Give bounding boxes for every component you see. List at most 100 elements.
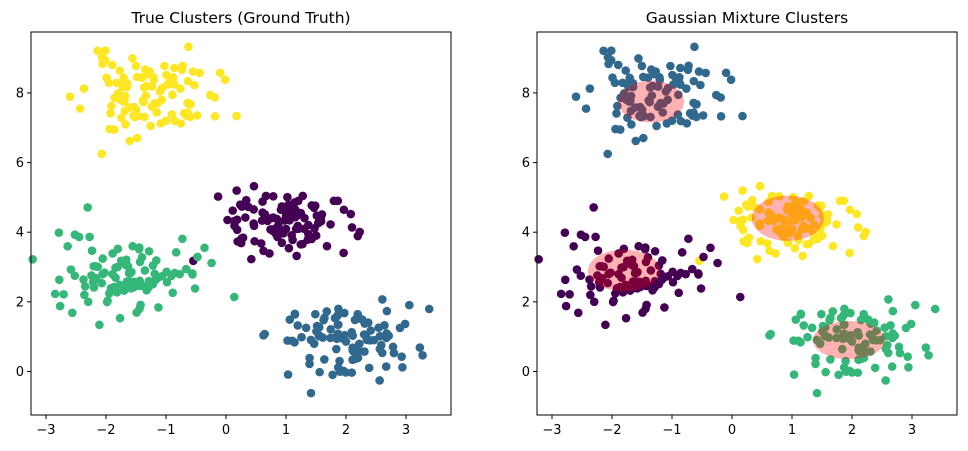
scatter-point: [140, 112, 149, 122]
scatter-point: [741, 200, 751, 209]
scatter-point: [347, 223, 357, 232]
scatter-point: [603, 53, 613, 62]
scatter-point: [168, 90, 177, 100]
scatter-point: [611, 289, 620, 298]
scatter-point: [569, 241, 578, 251]
scatter-point: [83, 297, 93, 307]
scatter-point: [811, 359, 820, 369]
scatter-point: [314, 331, 324, 341]
scatter-point: [54, 275, 64, 285]
scatter-point: [193, 252, 202, 262]
scatter-point: [586, 282, 596, 291]
scatter-point: [258, 197, 267, 206]
left-points-layer: [28, 42, 434, 398]
scatter-point: [609, 296, 618, 306]
scatter-point: [807, 323, 817, 333]
scatter-point: [772, 225, 781, 234]
scatter-point: [75, 104, 85, 113]
scatter-point: [188, 67, 198, 76]
scatter-point: [213, 192, 223, 201]
scatter-point: [259, 246, 268, 256]
scatter-point: [713, 258, 722, 268]
scatter-point: [110, 93, 119, 103]
scatter-point: [418, 350, 427, 360]
scatter-point: [267, 213, 276, 223]
scatter-point: [895, 348, 905, 358]
scatter-point: [141, 91, 151, 100]
scatter-point: [144, 69, 153, 79]
scatter-point: [719, 192, 729, 201]
scatter-point: [698, 111, 708, 120]
scatter-point: [311, 231, 321, 240]
scatter-point: [791, 315, 801, 324]
scatter-point: [612, 109, 621, 118]
scatter-point: [756, 236, 765, 246]
scatter-point: [701, 68, 710, 78]
scatter-point: [157, 95, 166, 105]
scatter-point: [738, 186, 747, 195]
scatter-point: [887, 362, 897, 371]
scatter-point: [88, 277, 98, 287]
scatter-point: [154, 303, 163, 312]
scatter-point: [156, 119, 166, 128]
x-tick-label: −3: [542, 423, 561, 438]
y-tick-label: 4: [522, 226, 530, 241]
scatter-point: [162, 277, 172, 287]
scatter-point: [904, 363, 913, 372]
scatter-point: [366, 326, 376, 335]
scatter-point: [653, 82, 663, 91]
scatter-point: [681, 269, 691, 279]
scatter-point: [98, 59, 107, 69]
scatter-point: [80, 290, 89, 300]
scatter-point: [687, 264, 697, 274]
scatter-point: [845, 248, 854, 258]
scatter-point: [66, 265, 76, 274]
scatter-point: [654, 279, 664, 289]
right-ellipse-layer: [588, 80, 885, 360]
scatter-point: [283, 370, 293, 379]
scatter-point: [176, 119, 186, 128]
scatter-point: [691, 100, 701, 109]
scatter-point: [315, 367, 324, 377]
scatter-point: [89, 261, 98, 271]
scatter-point: [162, 70, 171, 80]
scatter-point: [599, 46, 608, 56]
right-scatter-panel: −3 −2 −1 0 1 2 3 0 2 4 6 8 Gaussian Mixture Cluster…: [522, 9, 958, 438]
scatter-point: [812, 388, 822, 398]
scatter-point: [574, 308, 583, 318]
scatter-point: [68, 308, 77, 318]
scatter-point: [647, 91, 657, 100]
scatter-point: [762, 239, 772, 248]
scatter-point: [266, 225, 275, 234]
scatter-point: [901, 323, 911, 333]
scatter-point: [561, 301, 571, 311]
x-tick-label: −3: [36, 423, 55, 438]
left-ticks: −3 −2 −1 0 1 2 3 0 2 4 6 8: [16, 86, 410, 438]
scatter-point: [281, 224, 291, 234]
scatter-point: [95, 320, 104, 330]
scatter-point: [162, 267, 171, 277]
scatter-point: [79, 275, 88, 284]
scatter-point: [119, 286, 129, 295]
scatter-point: [812, 335, 822, 345]
scatter-point: [316, 217, 326, 226]
scatter-point: [666, 61, 675, 71]
scatter-point: [215, 68, 225, 78]
scatter-point: [249, 181, 259, 191]
scatter-point: [50, 289, 60, 299]
scatter-point: [93, 46, 102, 56]
x-tick-label: 1: [788, 423, 796, 438]
scatter-point: [692, 112, 701, 122]
scatter-point: [774, 192, 784, 201]
left-scatter-panel: −3 −2 −1 0 1 2 3 0 2 4 6 8 True Clusters (Ground Tr…: [16, 9, 452, 438]
scatter-point: [74, 232, 84, 242]
scatter-point: [729, 215, 738, 225]
scatter-point: [28, 254, 37, 264]
scatter-point: [260, 329, 270, 339]
scatter-point: [604, 254, 614, 263]
scatter-point: [146, 121, 155, 131]
scatter-point: [682, 119, 692, 128]
scatter-point: [306, 388, 316, 398]
scatter-point: [250, 236, 259, 246]
scatter-point: [293, 321, 303, 330]
